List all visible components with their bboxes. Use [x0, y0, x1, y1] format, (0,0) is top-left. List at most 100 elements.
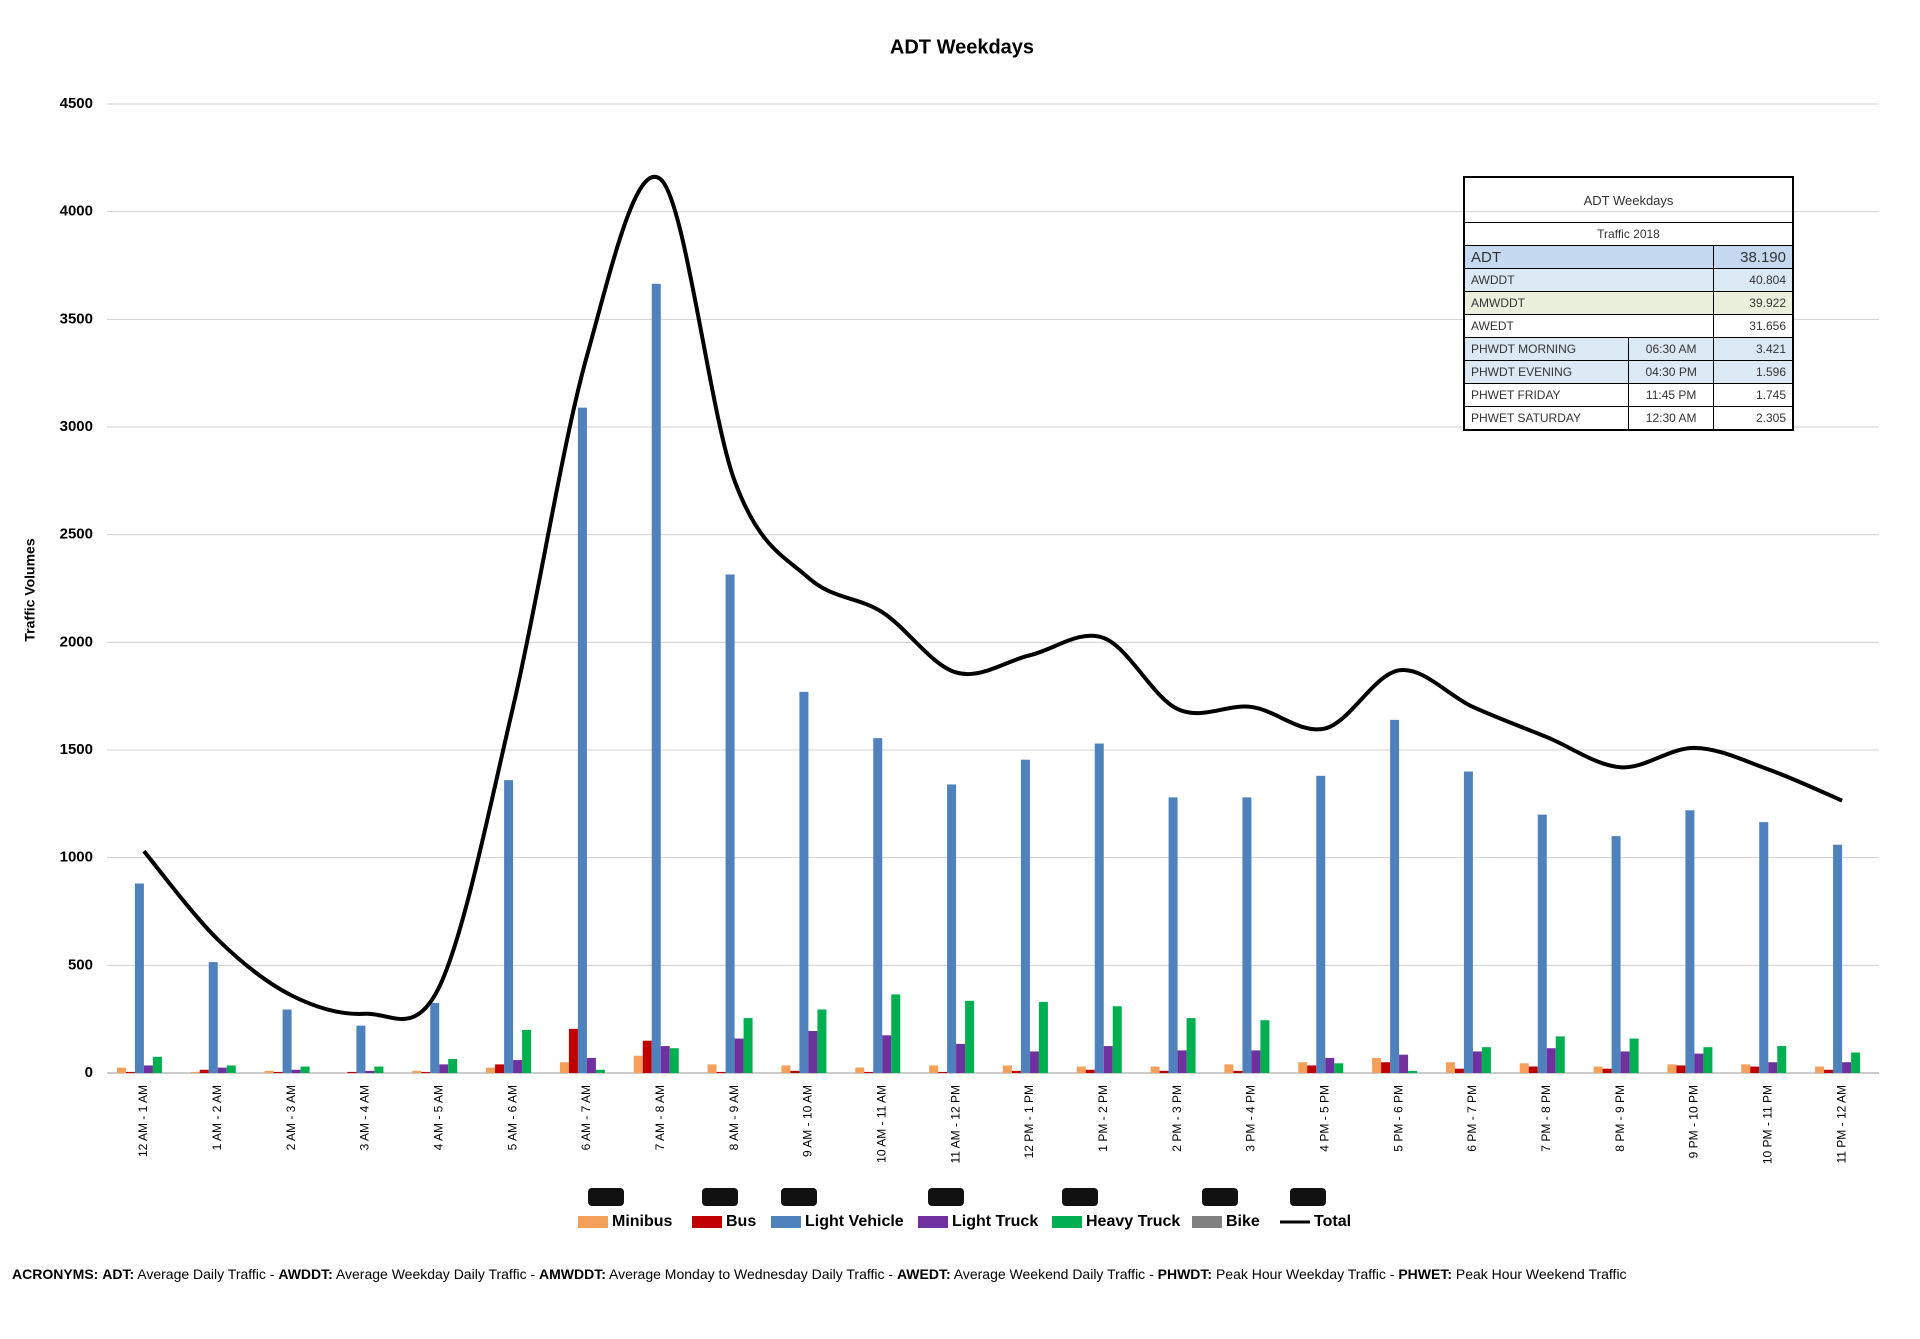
bar — [651, 283, 661, 1073]
footnote-term: ADT: — [102, 1266, 135, 1282]
bar — [1085, 1069, 1095, 1073]
legend-swatch — [578, 1216, 608, 1228]
table-row: PHWDT MORNING 06:30 AM 3.421 — [1463, 337, 1794, 361]
legend-label: Minibus — [612, 1213, 673, 1230]
bar — [217, 1067, 227, 1073]
bar — [1029, 1051, 1039, 1073]
table-row: PHWET FRIDAY 11:45 PM 1.745 — [1463, 383, 1794, 407]
bar — [448, 1059, 458, 1073]
bar — [1177, 1050, 1187, 1073]
legend-swatch — [692, 1216, 722, 1228]
bar — [1851, 1052, 1861, 1073]
bar — [1159, 1070, 1169, 1073]
bar — [1463, 771, 1473, 1073]
legend-swatch — [918, 1216, 948, 1228]
table-cell: 31.656 — [1713, 314, 1794, 338]
table-cell: 38.190 — [1713, 245, 1794, 269]
bar — [1242, 797, 1252, 1073]
bar — [1298, 1062, 1308, 1073]
bar — [439, 1064, 449, 1073]
bar — [1472, 1051, 1482, 1073]
x-tick-label: 6 AM - 7 AM — [579, 1085, 593, 1150]
bar — [669, 1048, 679, 1073]
bar — [116, 1067, 126, 1073]
bar — [1325, 1057, 1335, 1073]
footnote-definition: Average Monday to Wednesday Daily Traffi… — [609, 1266, 894, 1282]
bar — [1842, 1062, 1852, 1073]
line — [142, 174, 1843, 1021]
y-tick-label: 500 — [68, 956, 93, 973]
bar — [1454, 1068, 1464, 1073]
x-tick-label: 7 PM - 8 PM — [1539, 1085, 1553, 1152]
table-cell: 04:30 PM — [1627, 360, 1715, 384]
bar — [1667, 1064, 1677, 1073]
x-tick-label: 5 PM - 6 PM — [1391, 1085, 1405, 1152]
legend-swatch — [1052, 1216, 1082, 1228]
bar — [1703, 1047, 1713, 1073]
table-cell: ADT — [1463, 245, 1715, 269]
bar — [965, 1000, 975, 1073]
legend-label: Light Vehicle — [805, 1213, 904, 1230]
table-row: AWEDT 31.656 — [1463, 314, 1794, 338]
bar — [365, 1070, 375, 1073]
bar — [1694, 1053, 1704, 1073]
table-cell: 1.745 — [1713, 383, 1794, 407]
table-title: ADT Weekdays — [1463, 176, 1794, 223]
bar — [495, 1064, 505, 1073]
x-tick-label: 8 PM - 9 PM — [1613, 1085, 1627, 1152]
legend-icon — [702, 1188, 738, 1206]
y-tick-label: 0 — [85, 1064, 93, 1081]
bar — [143, 1065, 153, 1073]
table-subtitle: Traffic 2018 — [1463, 222, 1794, 246]
bar — [1002, 1065, 1012, 1073]
table-row: ADT 38.190 — [1463, 245, 1794, 269]
bar — [743, 1018, 753, 1073]
legend-label: Bus — [726, 1213, 756, 1230]
legend-label: Light Truck — [952, 1213, 1038, 1230]
table-cell: PHWET SATURDAY — [1463, 406, 1629, 431]
bar — [1038, 1001, 1048, 1073]
bar — [1555, 1036, 1565, 1073]
bar — [1537, 814, 1547, 1073]
table-cell: AWDDT — [1463, 268, 1715, 292]
x-tick-label: 12 PM - 1 PM — [1022, 1085, 1036, 1158]
bar — [1445, 1062, 1455, 1073]
x-tick-label: 11 PM - 12 AM — [1834, 1085, 1848, 1163]
bar — [421, 1071, 431, 1073]
bar — [1307, 1065, 1317, 1073]
bar — [947, 784, 957, 1073]
bar — [1399, 1054, 1409, 1073]
legend-icon — [1290, 1188, 1326, 1206]
x-tick-label: 1 AM - 2 AM — [210, 1085, 224, 1150]
bar — [1481, 1047, 1491, 1073]
footnote: ACRONYMS: ADT: Average Daily Traffic - A… — [12, 1266, 1627, 1282]
x-tick-label: 4 AM - 5 AM — [431, 1085, 445, 1150]
bar — [1620, 1051, 1630, 1073]
bar — [725, 574, 735, 1073]
summary-table: ADT Weekdays Traffic 2018 ADT 38.190 AWDDT… — [1463, 176, 1794, 431]
bar — [1076, 1066, 1086, 1073]
x-tick-label: 4 PM - 5 PM — [1317, 1085, 1331, 1152]
bar — [1233, 1070, 1243, 1073]
bar — [586, 1057, 596, 1073]
bar — [1011, 1070, 1021, 1073]
legend-icon — [1062, 1188, 1098, 1206]
legend-label: Bike — [1226, 1213, 1260, 1230]
bar — [1815, 1066, 1825, 1073]
bar — [282, 1009, 292, 1073]
table-cell: 11:45 PM — [1627, 383, 1715, 407]
bar — [1334, 1063, 1344, 1073]
x-tick-label: 11 AM - 12 PM — [948, 1085, 962, 1163]
bar — [882, 1035, 892, 1073]
bar — [486, 1067, 496, 1073]
bar — [134, 883, 144, 1073]
footnote-term: PHWDT: — [1157, 1266, 1213, 1282]
bar — [300, 1066, 310, 1073]
bar — [208, 962, 218, 1073]
bar — [412, 1070, 422, 1073]
bar — [1112, 1006, 1122, 1073]
bar — [291, 1069, 301, 1073]
bar — [1824, 1069, 1834, 1073]
footnote-definition: Peak Hour Weekend Traffic — [1455, 1266, 1627, 1282]
